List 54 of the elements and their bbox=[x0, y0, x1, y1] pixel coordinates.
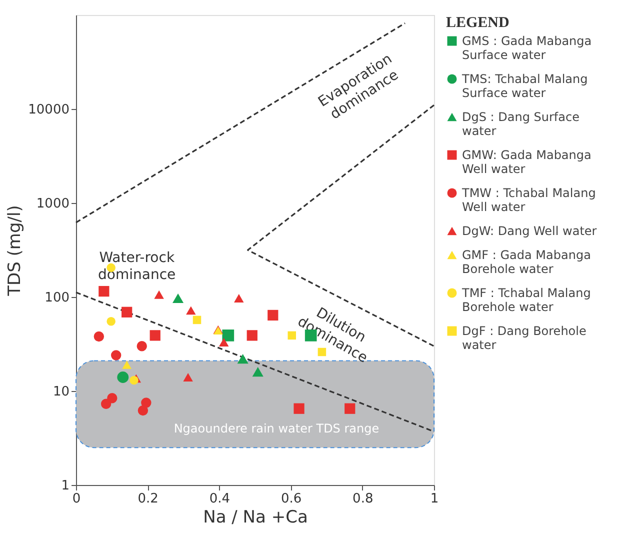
legend-label: DgF : Dang Borehole water bbox=[462, 324, 586, 352]
x-tick-label: 1 bbox=[430, 492, 439, 506]
legend-label: TMW : Tchabal Malang Well water bbox=[461, 186, 596, 214]
legend-label: TMS: Tchabal Malang Surface water bbox=[461, 72, 588, 100]
point bbox=[106, 317, 116, 326]
x-tick-label: 0.6 bbox=[280, 492, 302, 506]
point bbox=[234, 294, 244, 302]
point bbox=[130, 376, 138, 385]
x-tick-label: 0 bbox=[72, 492, 81, 506]
x-axis-title: Na / Na +Ca bbox=[203, 508, 308, 528]
point bbox=[98, 286, 110, 297]
point bbox=[136, 341, 147, 352]
y-tick-label: 10000 bbox=[28, 102, 70, 118]
point bbox=[252, 367, 264, 377]
point bbox=[186, 306, 196, 315]
point bbox=[183, 373, 193, 382]
legend-label: DgW: Dang Well water bbox=[462, 224, 597, 238]
point bbox=[110, 350, 122, 360]
point bbox=[288, 331, 296, 340]
point bbox=[141, 398, 152, 408]
point bbox=[192, 316, 202, 324]
x-tick-label: 0.2 bbox=[138, 492, 158, 506]
point bbox=[100, 398, 112, 409]
point bbox=[294, 403, 304, 414]
point bbox=[344, 403, 356, 414]
point bbox=[107, 393, 118, 404]
legend-label: DgS : Dang Surface water bbox=[462, 110, 580, 138]
point bbox=[94, 331, 104, 342]
legend-label: GMF : Gada Mabanga Borehole water bbox=[462, 248, 591, 276]
band-label: Ngaoundere rain water TDS range bbox=[174, 421, 380, 436]
point bbox=[222, 330, 234, 342]
point bbox=[117, 372, 129, 383]
point bbox=[268, 310, 278, 321]
point bbox=[138, 405, 148, 416]
x-tick-label: 0.4 bbox=[209, 492, 230, 506]
point bbox=[122, 360, 132, 369]
point bbox=[122, 306, 132, 318]
x-tick-label: 0.8 bbox=[352, 492, 374, 506]
y-axis-title: TDS (mg/l) bbox=[5, 205, 26, 297]
annotation: Water-rock dominance bbox=[98, 250, 176, 283]
legend-title: LEGEND bbox=[446, 15, 510, 31]
y-tick-label: 1 bbox=[61, 478, 70, 494]
y-tick-label: 1000 bbox=[36, 196, 70, 212]
point bbox=[154, 290, 164, 299]
y-tick-label: 10 bbox=[52, 384, 70, 400]
point bbox=[246, 330, 258, 341]
y-tick-label: 100 bbox=[44, 290, 70, 306]
legend-label: GMS : Gada Mabanga Surface water bbox=[462, 34, 592, 62]
legend-label: GMW: Gada Mabanga Well water bbox=[462, 148, 592, 176]
point bbox=[237, 354, 248, 364]
point bbox=[172, 293, 184, 304]
point bbox=[218, 338, 229, 346]
legend-label: TMF : Tchabal Malang Borehole water bbox=[461, 286, 591, 314]
point bbox=[150, 330, 160, 341]
